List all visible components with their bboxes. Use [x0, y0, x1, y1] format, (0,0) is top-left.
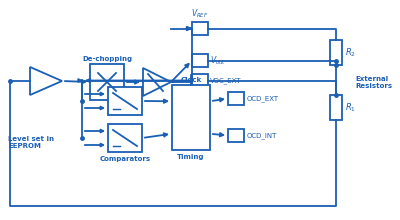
Bar: [192, 54, 208, 67]
Text: $R_2$: $R_2$: [345, 46, 356, 59]
Bar: [108, 87, 142, 115]
Bar: [330, 40, 342, 65]
Text: VOC_EXT: VOC_EXT: [210, 77, 242, 84]
Text: OCD_INT: OCD_INT: [247, 132, 277, 139]
Bar: [192, 22, 208, 35]
Text: Clock: Clock: [180, 77, 202, 83]
Text: $V_{REF}$: $V_{REF}$: [191, 7, 209, 20]
Bar: [108, 124, 142, 152]
Bar: [172, 85, 210, 150]
Bar: [90, 64, 124, 100]
Text: External
Resistors: External Resistors: [355, 75, 392, 88]
Text: Timing: Timing: [177, 154, 205, 160]
Text: Comparators: Comparators: [100, 156, 150, 162]
Bar: [192, 74, 208, 87]
Text: $R_1$: $R_1$: [345, 101, 356, 114]
Text: $V_{out}$: $V_{out}$: [210, 54, 226, 67]
Polygon shape: [30, 67, 62, 95]
Bar: [330, 95, 342, 120]
Bar: [228, 92, 244, 105]
Polygon shape: [143, 68, 171, 96]
Text: De-chopping: De-chopping: [82, 56, 132, 62]
Text: Level set in
EEPROM: Level set in EEPROM: [8, 136, 54, 149]
Text: OCD_EXT: OCD_EXT: [247, 95, 279, 102]
Bar: [228, 129, 244, 142]
